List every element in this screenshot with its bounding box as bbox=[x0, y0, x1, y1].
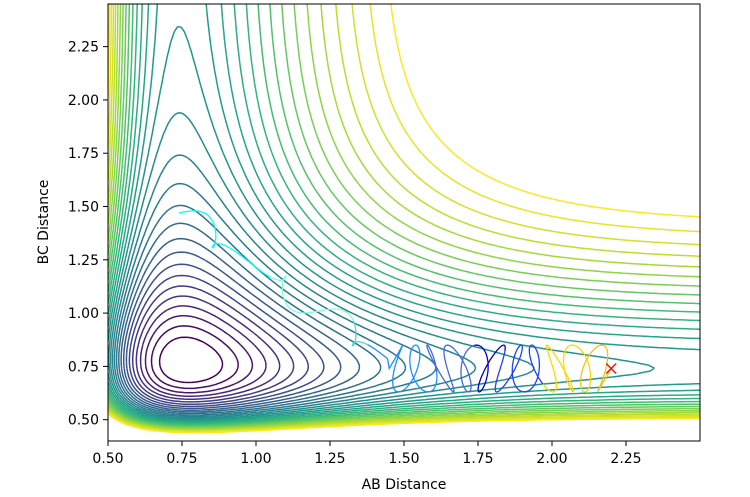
contour-level bbox=[125, 263, 325, 408]
trajectory-segment bbox=[562, 344, 592, 393]
contour-level bbox=[128, 274, 309, 406]
contour-level bbox=[144, 314, 254, 394]
x-tick-label: 0.50 bbox=[92, 451, 123, 467]
contour-level bbox=[108, 4, 700, 432]
contour-level bbox=[108, 4, 700, 424]
contour-level bbox=[108, 4, 700, 423]
x-tick-label: 0.75 bbox=[166, 451, 197, 467]
trajectory-segment bbox=[284, 300, 355, 322]
x-marker-stroke bbox=[605, 363, 617, 374]
trajectory-segment bbox=[405, 344, 438, 393]
x-tick-label: 2.00 bbox=[536, 451, 567, 467]
contour-level bbox=[158, 336, 224, 384]
trajectory bbox=[178, 210, 612, 393]
y-tick-label: 1.50 bbox=[68, 200, 99, 216]
contour-level bbox=[108, 4, 700, 434]
contour-level bbox=[108, 4, 700, 428]
trajectory-segment bbox=[579, 344, 612, 393]
contour-level bbox=[108, 4, 700, 426]
contour-level bbox=[108, 25, 655, 420]
contour-level bbox=[108, 4, 700, 427]
x-axis-label: AB Distance bbox=[362, 477, 447, 493]
x-axis-ticks: 0.50 0.75 1.00 1.25 1.50 1.75 2.00 2.25 bbox=[92, 441, 642, 467]
end-marker bbox=[605, 363, 617, 374]
contour-level bbox=[135, 295, 281, 400]
trajectory-segment bbox=[542, 344, 575, 393]
contour-level bbox=[122, 251, 342, 410]
contour-level bbox=[109, 112, 535, 419]
y-tick-label: 2.25 bbox=[68, 40, 99, 56]
trajectory-segment bbox=[426, 344, 455, 393]
y-tick-label: 0.75 bbox=[68, 359, 99, 375]
y-tick-label: 2.00 bbox=[68, 93, 99, 109]
trajectory-segment bbox=[511, 344, 544, 393]
trajectory-segment bbox=[443, 344, 475, 393]
contour-level bbox=[108, 4, 700, 425]
trajectory-segment bbox=[474, 344, 506, 393]
contour-level bbox=[139, 305, 267, 397]
contour-level bbox=[108, 4, 700, 430]
contour-level bbox=[131, 285, 295, 403]
contour-lines bbox=[108, 4, 700, 434]
contour-level bbox=[120, 237, 361, 411]
y-tick-label: 1.25 bbox=[68, 253, 99, 269]
trajectory-segment bbox=[211, 242, 272, 278]
y-tick-label: 1.00 bbox=[68, 306, 99, 322]
x-tick-label: 1.00 bbox=[240, 451, 271, 467]
contour-level bbox=[111, 154, 477, 418]
y-tick-label: 1.75 bbox=[68, 146, 99, 162]
contour-level bbox=[113, 182, 437, 416]
x-tick-label: 2.25 bbox=[610, 451, 641, 467]
contour-level bbox=[108, 4, 700, 431]
x-tick-label: 1.75 bbox=[462, 451, 493, 467]
trajectory-segment bbox=[367, 344, 407, 393]
contour-level bbox=[108, 4, 700, 431]
x-tick-label: 1.25 bbox=[314, 451, 345, 467]
trajectory-segment bbox=[351, 321, 368, 347]
x-tick-label: 1.50 bbox=[388, 451, 419, 467]
y-tick-label: 0.50 bbox=[68, 413, 99, 429]
contour-level bbox=[108, 4, 700, 429]
plot-background bbox=[108, 4, 700, 441]
y-axis-ticks: 0.50 0.75 1.00 1.25 1.50 1.75 2.00 2.25 bbox=[68, 40, 108, 429]
y-axis-label: BC Distance bbox=[36, 180, 52, 265]
contour-level bbox=[150, 325, 239, 390]
trajectory-segment bbox=[494, 344, 523, 393]
contour-level bbox=[118, 222, 382, 413]
trajectory-segment bbox=[270, 275, 287, 301]
contour-level bbox=[108, 4, 700, 433]
